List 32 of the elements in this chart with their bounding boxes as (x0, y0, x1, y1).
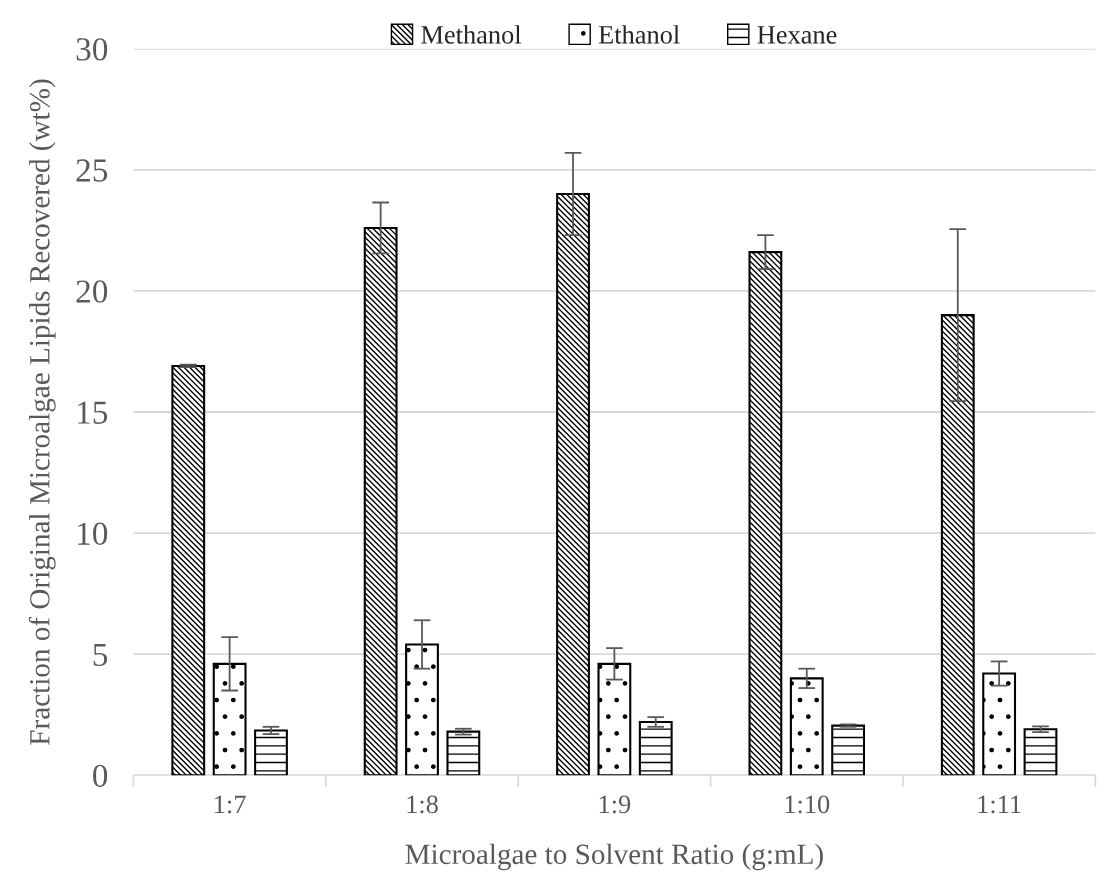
x-tick-label: 1:11 (978, 795, 1021, 814)
y-tick-label: 30 (76, 38, 108, 61)
y-tick-label: 20 (76, 280, 108, 303)
x-tick-label: 1:7 (215, 795, 246, 814)
bar (171, 364, 206, 776)
bar (446, 730, 481, 776)
legend-label: Methanol (421, 25, 522, 44)
bar (831, 724, 866, 776)
bar (254, 729, 288, 776)
y-tick-label: 5 (93, 643, 108, 667)
y-tick-label: 10 (78, 522, 108, 545)
x-tick-label: 1:9 (599, 795, 631, 814)
bar (212, 662, 247, 776)
x-axis-title: Microalgae to Solvent Ratio (g:mL) (405, 843, 823, 871)
legend-label: Ethanol (598, 25, 680, 44)
bar (789, 677, 824, 776)
bar (597, 662, 632, 776)
bar (363, 226, 398, 776)
legend-label: Hexane (757, 26, 837, 44)
x-tick-label: 1:10 (785, 795, 830, 814)
bar (940, 314, 975, 776)
y-tick-label: 0 (93, 764, 108, 788)
y-tick-label: 15 (78, 401, 108, 424)
bar (638, 720, 673, 776)
bar (748, 251, 783, 776)
x-tick-label: 1:8 (407, 795, 438, 814)
y-axis-title: Fraction of Original Microalgae Lipids Recovered (wt%) (28, 79, 56, 745)
bar (982, 672, 1017, 776)
y-tick-label: 25 (76, 159, 108, 182)
bar (1023, 728, 1058, 776)
bar (405, 643, 439, 776)
bar (556, 192, 590, 776)
